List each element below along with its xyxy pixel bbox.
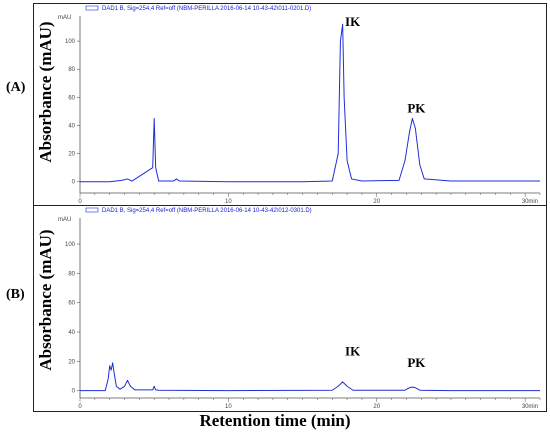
panel-a-y-tick-label: 60 xyxy=(68,95,75,101)
panel-a-y-tick-label: 40 xyxy=(68,123,75,129)
panel-b-y-tick-label: 40 xyxy=(68,330,75,336)
panel-a-x-tick-label: 20 xyxy=(373,199,380,205)
panel-b-series-line xyxy=(80,362,540,392)
panel-b-y-tick-label: 0 xyxy=(72,389,76,395)
panel-divider xyxy=(33,205,547,206)
panel-b-peak-label-pk: PK xyxy=(407,355,426,370)
panel-b-letter: (B) xyxy=(6,287,25,302)
panel-b-y-tick-label: 80 xyxy=(68,271,75,277)
panel-b-x-tick-label: 20 xyxy=(373,404,380,410)
x-axis-label: Retention time (min) xyxy=(199,411,351,430)
chromatogram-panel-a: DAD1 B, Sig=254,4 Ref=off (NBM-PERILLA 2… xyxy=(58,5,541,205)
panel-b-legend-swatch xyxy=(85,207,99,213)
panel-a-y-tick-label: 80 xyxy=(68,67,75,73)
chromatogram-panel-b: DAD1 B, Sig=254,4 Ref=off (NBM-PERILLA 2… xyxy=(58,207,541,410)
panel-a-x-unit: min xyxy=(528,199,538,205)
panel-a-y-tick-label: 0 xyxy=(72,180,76,186)
panel-a-x-tick-label: 30 xyxy=(522,199,529,205)
panel-b-y-tick-label: 60 xyxy=(68,301,75,307)
panel-a-y-tick-label: 20 xyxy=(68,152,75,158)
panel-a-x-tick-label: 10 xyxy=(225,199,232,205)
panel-b-y-unit: mAU xyxy=(58,217,71,223)
panel-a-letter: (A) xyxy=(6,80,26,95)
panel-b-x-tick-label: 0 xyxy=(78,404,82,410)
panel-a-legend-text: DAD1 B, Sig=254,4 Ref=off (NBM-PERILLA 2… xyxy=(102,6,311,12)
panel-b-peak-label-ik: IK xyxy=(345,343,361,358)
panel-a-peak-label-pk: PK xyxy=(407,100,426,115)
panel-a-peak-label-ik: IK xyxy=(345,14,361,29)
panel-b-x-tick-label: 30 xyxy=(522,404,529,410)
panel-b-x-tick-label: 10 xyxy=(225,404,232,410)
figure-frame xyxy=(33,3,547,412)
panel-b-y-tick-label: 100 xyxy=(65,242,76,248)
panel-a-y-tick-label: 100 xyxy=(65,39,76,45)
panel-a-series-line xyxy=(80,23,540,183)
panel-b-y-tick-label: 20 xyxy=(68,359,75,365)
panel-a-legend-swatch xyxy=(85,5,99,11)
panel-b-x-unit: min xyxy=(528,404,538,410)
panel-a-x-tick-label: 0 xyxy=(78,199,82,205)
panel-b-legend-text: DAD1 B, Sig=254,4 Ref=off (NBM-PERILLA 2… xyxy=(102,208,312,214)
panel-a-y-unit: mAU xyxy=(58,15,71,21)
